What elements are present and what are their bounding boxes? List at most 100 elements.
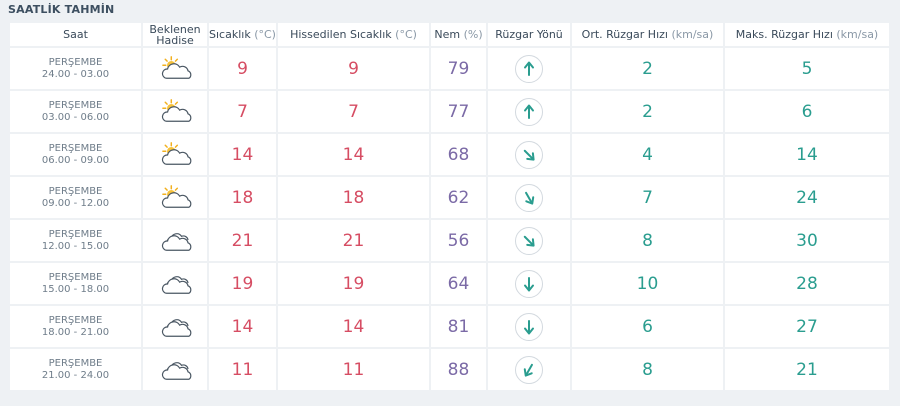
weather-cell xyxy=(143,349,207,390)
time-range: 09.00 - 12.00 xyxy=(41,197,110,209)
header-avg-wind-unit: (km/sa) xyxy=(671,28,714,41)
header-temp-unit: (°C) xyxy=(254,28,276,41)
table-row: PERŞEMBE 15.00 - 18.00 19 19 64 10 28 xyxy=(10,263,889,304)
wind-arrow-icon xyxy=(515,269,543,298)
feels-value: 7 xyxy=(278,91,429,132)
header-humidity-label: Nem xyxy=(434,28,461,41)
temp-value: 14 xyxy=(209,306,276,347)
partly-sunny-icon xyxy=(143,55,207,82)
time-cell: PERŞEMBE 21.00 - 24.00 xyxy=(10,349,141,390)
max-wind-value: 6 xyxy=(725,91,889,132)
partly-sunny-icon xyxy=(143,98,207,125)
table-row: PERŞEMBE 18.00 - 21.00 14 14 81 6 27 xyxy=(10,306,889,347)
avg-wind-value: 8 xyxy=(572,349,723,390)
time-range: 12.00 - 15.00 xyxy=(41,240,110,252)
humidity-value: 77 xyxy=(431,91,486,132)
header-max-wind: Maks. Rüzgar Hızı (km/sa) xyxy=(725,23,889,46)
weather-cell xyxy=(143,48,207,89)
day-label: PERŞEMBE xyxy=(48,99,103,111)
day-label: PERŞEMBE xyxy=(48,56,103,68)
feels-value: 21 xyxy=(278,220,429,261)
wind-dir-cell xyxy=(488,349,570,390)
wind-arrow-icon xyxy=(515,54,543,83)
feels-value: 18 xyxy=(278,177,429,218)
weather-cell xyxy=(143,134,207,175)
wind-dir-cell xyxy=(488,220,570,261)
time-range: 18.00 - 21.00 xyxy=(41,326,110,338)
day-label: PERŞEMBE xyxy=(48,314,103,326)
wind-dir-cell xyxy=(488,134,570,175)
feels-value: 14 xyxy=(278,306,429,347)
page-title: SAATLİK TAHMİN xyxy=(8,3,115,16)
max-wind-value: 27 xyxy=(725,306,889,347)
table-header-row: Saat Beklenen Hadise Sıcaklık (°C) Hisse… xyxy=(10,23,889,46)
header-temp: Sıcaklık (°C) xyxy=(209,23,276,46)
table-row: PERŞEMBE 21.00 - 24.00 11 11 88 8 21 xyxy=(10,349,889,390)
time-cell: PERŞEMBE 12.00 - 15.00 xyxy=(10,220,141,261)
avg-wind-value: 6 xyxy=(572,306,723,347)
temp-value: 11 xyxy=(209,349,276,390)
wind-dir-cell xyxy=(488,91,570,132)
partly-sunny-icon xyxy=(143,184,207,211)
feels-value: 9 xyxy=(278,48,429,89)
feels-value: 11 xyxy=(278,349,429,390)
feels-value: 14 xyxy=(278,134,429,175)
wind-arrow-icon xyxy=(515,226,543,255)
avg-wind-value: 4 xyxy=(572,134,723,175)
weather-cell xyxy=(143,263,207,304)
humidity-value: 62 xyxy=(431,177,486,218)
temp-value: 14 xyxy=(209,134,276,175)
weather-cell xyxy=(143,220,207,261)
humidity-value: 68 xyxy=(431,134,486,175)
header-feels: Hissedilen Sıcaklık (°C) xyxy=(278,23,429,46)
header-wind-dir-label: Rüzgar Yönü xyxy=(495,28,563,41)
time-cell: PERŞEMBE 18.00 - 21.00 xyxy=(10,306,141,347)
temp-value: 18 xyxy=(209,177,276,218)
header-max-wind-unit: (km/sa) xyxy=(836,28,879,41)
avg-wind-value: 10 xyxy=(572,263,723,304)
table-row: PERŞEMBE 24.00 - 03.00 9 9 79 2 5 xyxy=(10,48,889,89)
time-range: 21.00 - 24.00 xyxy=(41,369,110,381)
header-avg-wind: Ort. Rüzgar Hızı (km/sa) xyxy=(572,23,723,46)
header-avg-wind-label: Ort. Rüzgar Hızı xyxy=(581,28,668,41)
hourly-forecast-table: Saat Beklenen Hadise Sıcaklık (°C) Hisse… xyxy=(8,21,891,392)
header-event-line1: Beklenen xyxy=(149,22,201,36)
header-event: Beklenen Hadise xyxy=(143,23,207,46)
header-max-wind-label: Maks. Rüzgar Hızı xyxy=(735,28,833,41)
wind-dir-cell xyxy=(488,263,570,304)
wind-dir-cell xyxy=(488,48,570,89)
max-wind-value: 24 xyxy=(725,177,889,218)
max-wind-value: 5 xyxy=(725,48,889,89)
time-cell: PERŞEMBE 15.00 - 18.00 xyxy=(10,263,141,304)
humidity-value: 79 xyxy=(431,48,486,89)
wind-dir-cell xyxy=(488,306,570,347)
header-temp-label: Sıcaklık xyxy=(209,28,251,41)
temp-value: 7 xyxy=(209,91,276,132)
temp-value: 21 xyxy=(209,220,276,261)
humidity-value: 81 xyxy=(431,306,486,347)
cloudy-icon xyxy=(143,271,207,297)
temp-value: 9 xyxy=(209,48,276,89)
cloudy-icon xyxy=(143,228,207,254)
cloudy-icon xyxy=(143,314,207,340)
avg-wind-value: 7 xyxy=(572,177,723,218)
max-wind-value: 30 xyxy=(725,220,889,261)
day-label: PERŞEMBE xyxy=(48,142,103,154)
wind-arrow-icon xyxy=(515,97,543,126)
humidity-value: 56 xyxy=(431,220,486,261)
wind-arrow-icon xyxy=(515,312,543,341)
avg-wind-value: 8 xyxy=(572,220,723,261)
time-range: 15.00 - 18.00 xyxy=(41,283,110,295)
humidity-value: 88 xyxy=(431,349,486,390)
weather-cell xyxy=(143,177,207,218)
table-row: PERŞEMBE 06.00 - 09.00 14 14 68 4 14 xyxy=(10,134,889,175)
time-cell: PERŞEMBE 09.00 - 12.00 xyxy=(10,177,141,218)
header-event-line2: Hadise xyxy=(156,33,194,47)
header-time: Saat xyxy=(10,23,141,46)
day-label: PERŞEMBE xyxy=(48,357,103,369)
max-wind-value: 14 xyxy=(725,134,889,175)
humidity-value: 64 xyxy=(431,263,486,304)
cloudy-icon xyxy=(143,357,207,383)
table-row: PERŞEMBE 12.00 - 15.00 21 21 56 8 30 xyxy=(10,220,889,261)
avg-wind-value: 2 xyxy=(572,91,723,132)
